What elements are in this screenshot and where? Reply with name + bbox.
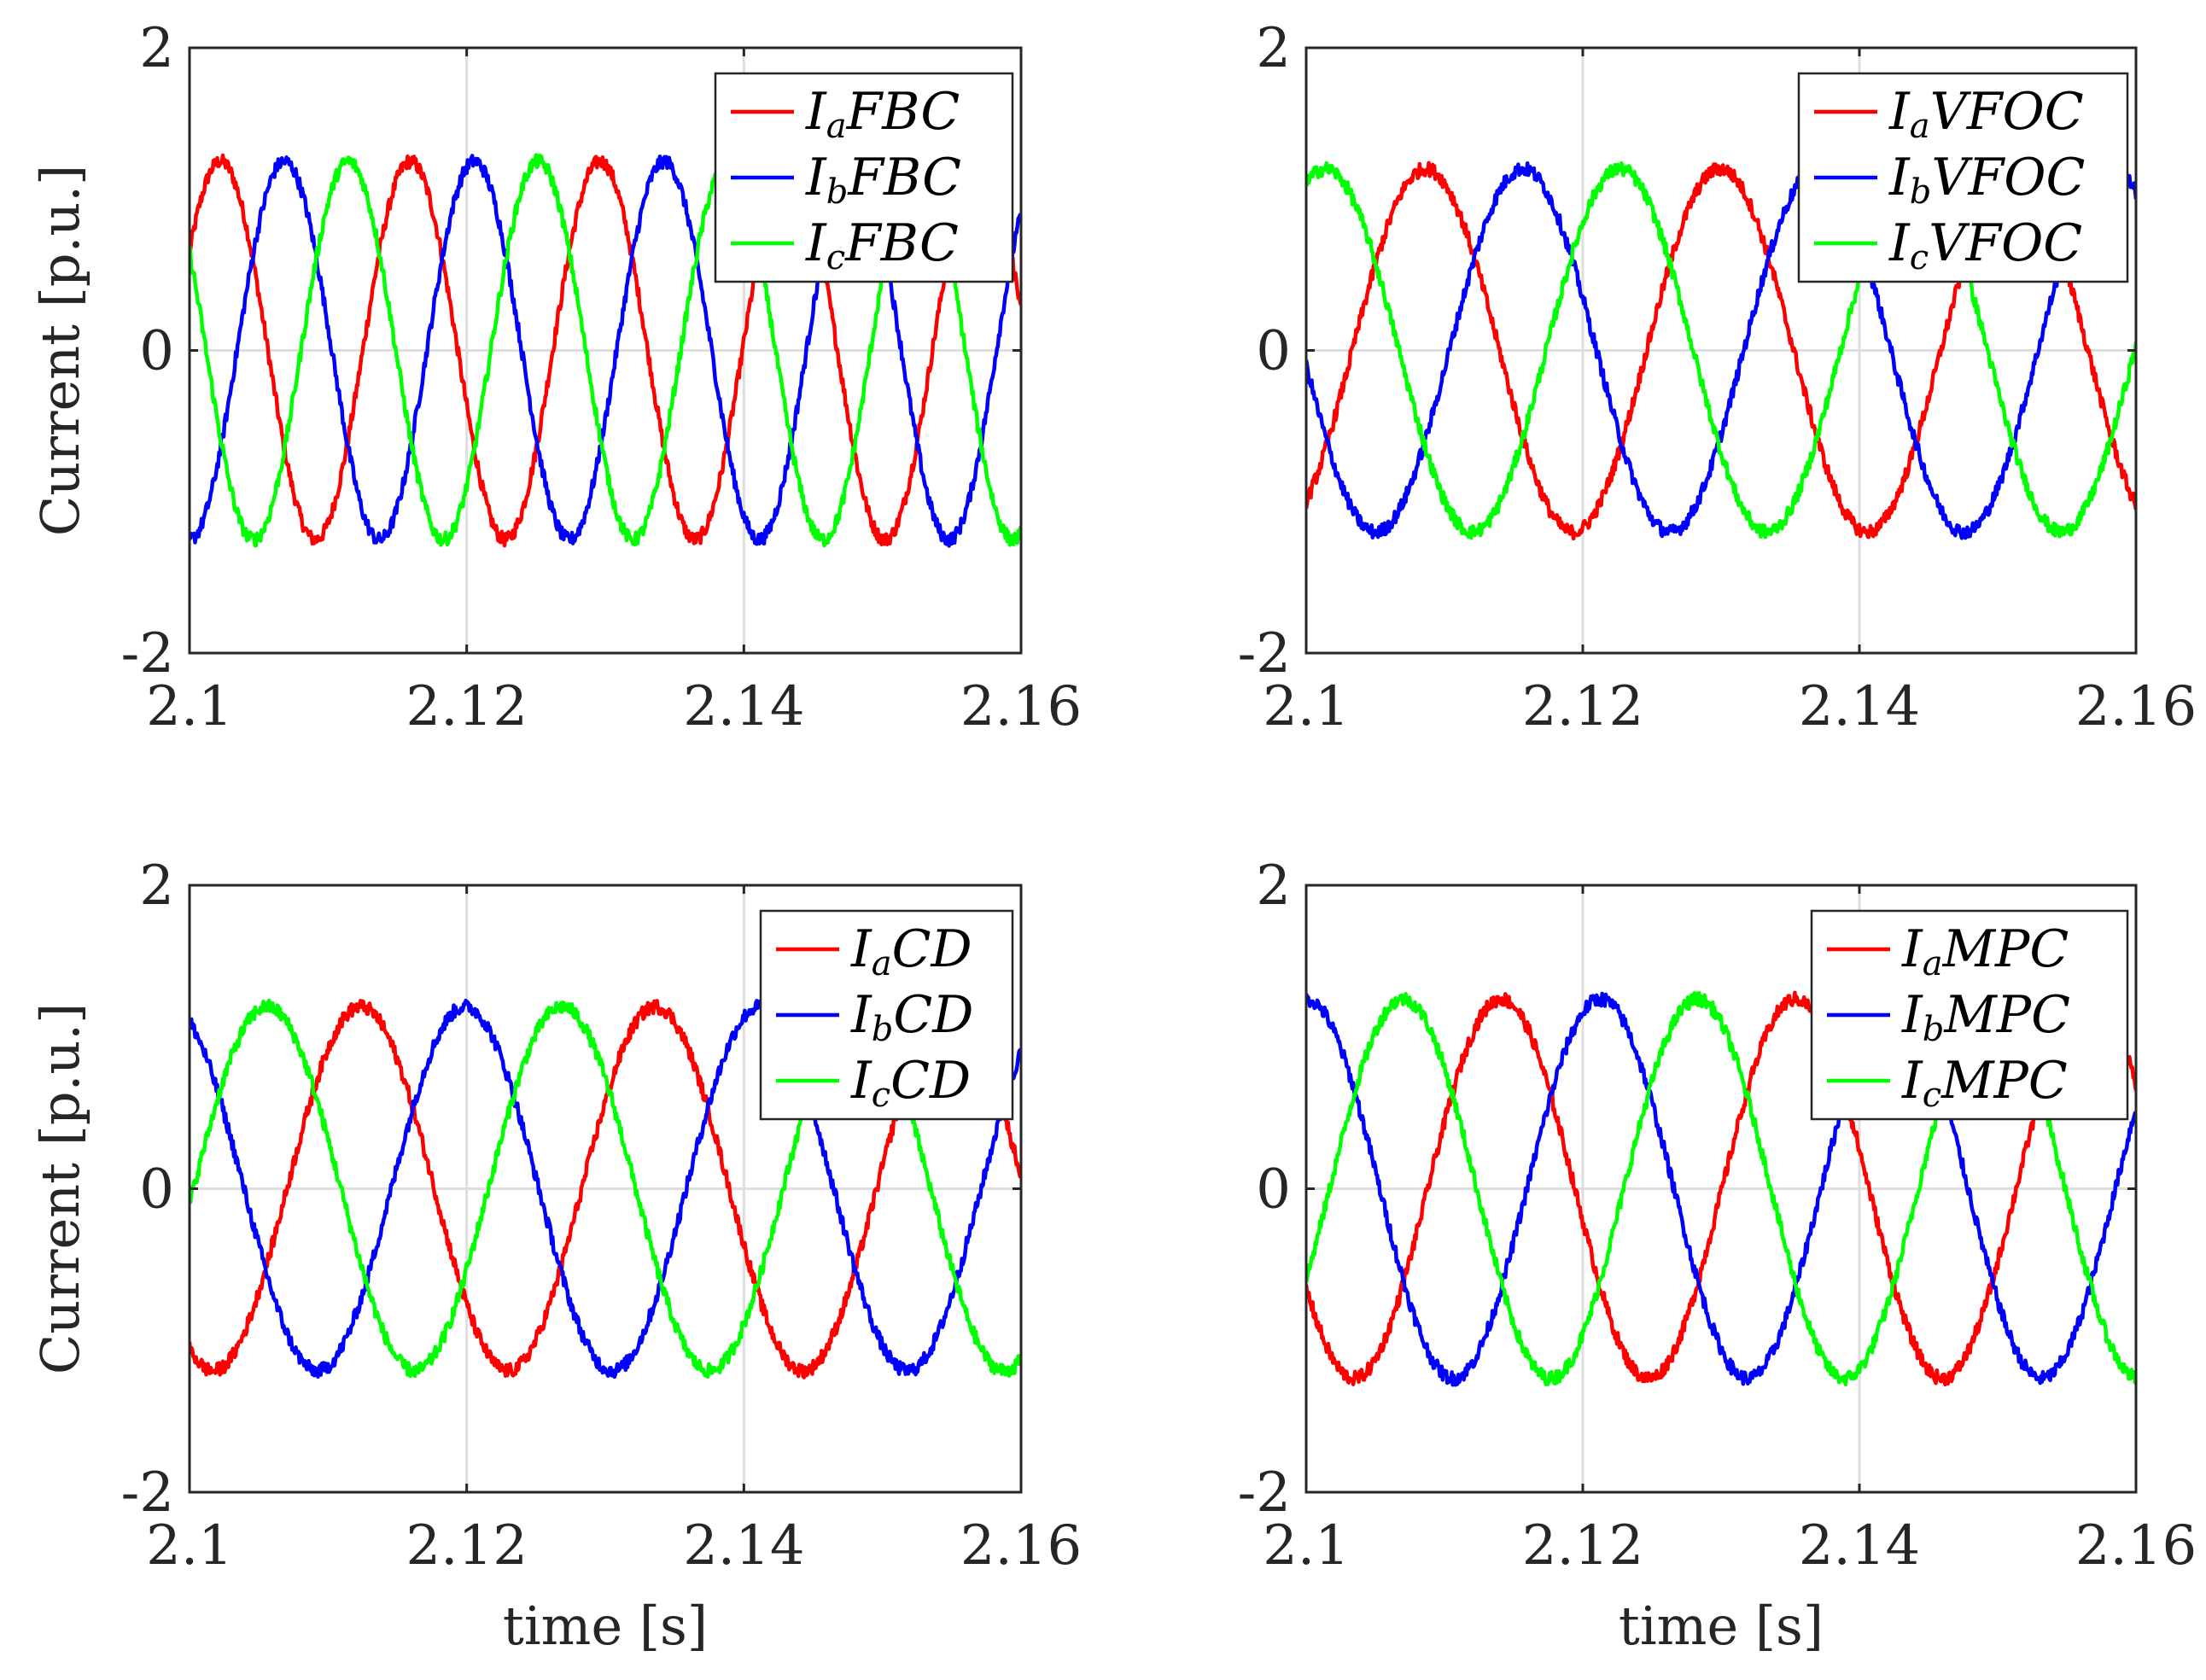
- x-tick-label: 2.16: [960, 1514, 1083, 1578]
- legend-entry: IcFBC: [805, 213, 959, 277]
- x-tick-label: 2.1: [146, 1514, 233, 1578]
- legend-entry: IcVFOC: [1888, 213, 2082, 277]
- series-line-a-fbc: [190, 153, 1021, 548]
- y-tick-label: -2: [121, 622, 174, 685]
- y-axis-label: Current [p.u.]: [29, 1003, 91, 1374]
- legend-entry: IcMPC: [1901, 1051, 2068, 1115]
- x-tick-label: 2.16: [2075, 1514, 2197, 1578]
- legend-entry: IaCD: [850, 919, 972, 983]
- x-tick-label: 2.1: [146, 675, 233, 738]
- x-tick-label: 2.12: [406, 675, 528, 738]
- x-tick-label: 2.16: [960, 675, 1083, 738]
- series-line-c-vfoc: [1306, 160, 2136, 540]
- x-axis-label: time [s]: [503, 1595, 708, 1657]
- x-tick-label: 2.1: [1263, 1514, 1350, 1578]
- series-line-b-mpc: [1306, 991, 2136, 1387]
- series-line-a-cd: [190, 998, 1021, 1380]
- x-tick-label: 2.1: [1263, 675, 1350, 738]
- panel-bottom-right: 2.1 2.12 2.14 2.16 -2 0 2 time [s] IaMPCIbMPCIcM…: [1238, 855, 2197, 1657]
- x-tick-label: 2.14: [683, 1514, 805, 1578]
- y-tick-label: -2: [1238, 622, 1291, 685]
- x-tick-label: 2.14: [1799, 675, 1921, 738]
- series-line-b-vfoc: [1306, 160, 2136, 540]
- y-tick-label: 2: [1256, 855, 1291, 918]
- y-tick-label: 2: [1256, 17, 1291, 80]
- legend-entry: IaMPC: [1901, 919, 2069, 983]
- y-tick-label: 0: [1256, 320, 1291, 383]
- y-tick-label: 0: [1256, 1158, 1291, 1222]
- y-tick-label: 0: [139, 1158, 174, 1222]
- x-tick-label: 2.16: [2075, 675, 2197, 738]
- legend-entry: IaVFOC: [1888, 82, 2084, 146]
- y-axis-label: Current [p.u.]: [29, 165, 91, 536]
- x-axis-label: time [s]: [1619, 1595, 1824, 1657]
- series-line-a-mpc: [1306, 990, 2136, 1387]
- y-tick-label: 2: [139, 855, 174, 918]
- x-tick-label: 2.12: [1522, 675, 1644, 738]
- legend-entry: IbFBC: [805, 148, 961, 212]
- y-tick-label: 2: [139, 17, 174, 80]
- x-tick-label: 2.12: [406, 1514, 528, 1578]
- legend-entry: IbMPC: [1901, 985, 2070, 1049]
- legend-entry: IbCD: [850, 985, 973, 1049]
- panel-top-left: 2.1 2.12 2.14 2.16 -2 0 2 Current [p.u.] IaFBCIb…: [29, 17, 1082, 738]
- legend-entry: IaFBC: [805, 82, 960, 146]
- y-tick-label: 0: [139, 320, 174, 383]
- x-tick-label: 2.14: [683, 675, 805, 738]
- x-tick-label: 2.14: [1799, 1514, 1921, 1578]
- panel-bottom-left: 2.1 2.12 2.14 2.16 -2 0 2 Current [p.u.] time [s…: [29, 855, 1082, 1657]
- y-tick-label: -2: [121, 1461, 174, 1525]
- legend-entry: IbVFOC: [1888, 148, 2085, 212]
- x-tick-label: 2.12: [1522, 1514, 1644, 1578]
- series-line-b-cd: [190, 998, 1021, 1380]
- y-tick-label: -2: [1238, 1461, 1291, 1525]
- legend-entry: IcCD: [850, 1051, 971, 1115]
